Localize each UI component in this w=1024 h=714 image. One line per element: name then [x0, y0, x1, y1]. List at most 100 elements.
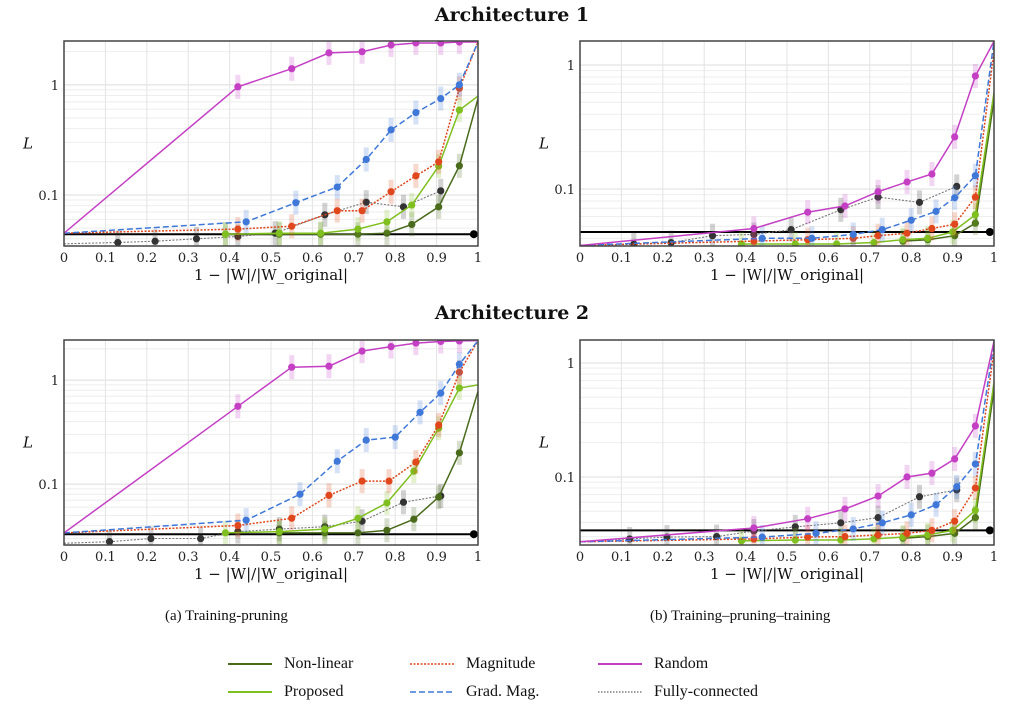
data-point-grad-mag [812, 529, 820, 537]
data-point-fully-connected [399, 498, 408, 506]
data-point-grad-mag [971, 172, 979, 180]
data-point-magnitude [435, 421, 443, 429]
data-point-magnitude [288, 514, 296, 522]
data-point-non-linear [354, 230, 362, 238]
legend-label-fully-connected: Fully-connected [654, 683, 758, 700]
data-point-non-linear [455, 162, 463, 170]
x-axis-label: 1 − |W|/|W_original| [194, 266, 348, 284]
error-bar-random [413, 41, 419, 55]
data-point-random [951, 455, 959, 463]
series-group [64, 41, 478, 246]
legend-label-proposed: Proposed [284, 683, 344, 700]
series-line-magnitude [64, 340, 478, 534]
caption-training-pruning-training: (b) Training–pruning–training [650, 608, 831, 624]
data-point-magnitude [234, 225, 242, 233]
error-bar-fully-connected [107, 529, 113, 545]
plot-arch2-training-pruning: 0 0.1 0.2 0.3 0.4 0.5 0.6 0.7 0.8 0.9 1 0.1 1 1 − |W|… [22, 339, 482, 583]
legend-label-random: Random [654, 655, 709, 672]
data-point-grad-mag [849, 525, 857, 533]
data-point-grad-mag [412, 108, 420, 117]
data-point-magnitude [288, 222, 296, 230]
x-tick-label: 0.1 [611, 251, 632, 266]
data-point-grad-mag [932, 207, 940, 215]
plot-frame [63, 40, 479, 247]
data-point-grad-mag [878, 226, 886, 234]
data-point-non-linear [971, 219, 979, 227]
y-axis-label: L [538, 135, 549, 153]
x-tick-label: 0.1 [611, 550, 632, 565]
baseline-marker [985, 526, 994, 535]
x-tick-label: 0.4 [219, 550, 240, 565]
series-line-non-linear [279, 391, 478, 534]
x-tick-label: 1 [990, 550, 998, 565]
data-point-fully-connected [192, 235, 201, 243]
x-axis-label: 1 − |W|/|W_original| [710, 266, 864, 284]
data-point-grad-mag [951, 194, 959, 202]
legend-swatch-proposed [228, 691, 272, 693]
data-point-proposed [899, 236, 907, 244]
data-point-magnitude [358, 207, 366, 215]
x-tick-label: 0.7 [859, 550, 880, 565]
data-point-non-linear [971, 514, 979, 522]
x-tick-label: 0.5 [261, 251, 282, 266]
x-tick-label: 1 [474, 251, 482, 266]
data-point-magnitude [971, 193, 979, 201]
data-point-magnitude [234, 521, 242, 530]
data-point-grad-mag [878, 519, 886, 527]
data-point-fully-connected [147, 534, 155, 543]
legend-swatch-non-linear [228, 663, 272, 665]
legend-item-magnitude: Magnitude [410, 654, 535, 674]
legend-item-random: Random [598, 654, 708, 674]
data-point-grad-mag [455, 81, 463, 89]
data-point-magnitude [412, 458, 420, 466]
data-point-magnitude [951, 517, 959, 525]
plot-frame [63, 339, 479, 546]
data-point-random [971, 72, 979, 80]
data-point-grad-mag [391, 433, 399, 441]
data-point-fully-connected [630, 240, 638, 246]
data-point-random [750, 524, 758, 532]
y-tick-label: 0.1 [38, 189, 59, 204]
data-point-proposed [275, 527, 283, 536]
data-point-random [412, 340, 420, 347]
error-bar-proposed [871, 230, 877, 246]
series-line-grad-mag [64, 340, 478, 534]
data-point-fully-connected [915, 493, 924, 501]
data-point-magnitude [333, 207, 341, 215]
x-tick-label: 0.2 [136, 251, 157, 266]
data-point-fully-connected [750, 230, 758, 239]
x-tick-label: 1 [474, 550, 482, 565]
data-point-non-linear [410, 515, 418, 523]
data-point-random [841, 505, 849, 513]
x-tick-label: 0.5 [777, 550, 798, 565]
data-point-fully-connected [953, 182, 961, 190]
data-point-grad-mag [808, 234, 816, 242]
error-bar-random [456, 340, 462, 353]
data-point-fully-connected [837, 519, 845, 527]
data-point-random [903, 473, 911, 481]
data-point-proposed [408, 201, 416, 209]
data-point-fully-connected [362, 198, 370, 206]
error-bar-random [388, 41, 394, 57]
plot-arch2-training-pruning-training: 0 0.1 0.2 0.3 0.4 0.5 0.6 0.7 0.8 0.9 1 0.1 1 1 − |W|… [538, 339, 998, 583]
series-line-random [580, 41, 994, 246]
x-tick-label: 0.5 [261, 550, 282, 565]
data-point-random [387, 41, 395, 49]
legend-label-magnitude: Magnitude [466, 655, 536, 672]
x-tick-label: 0.9 [426, 550, 447, 565]
data-point-magnitude [928, 526, 936, 534]
data-point-grad-mag [333, 457, 341, 465]
plot-arch1-training-pruning: 0 0.1 0.2 0.3 0.4 0.5 0.6 0.7 0.8 0.9 1 0.1 1 1 − |W|… [22, 40, 482, 284]
data-point-random [234, 83, 242, 91]
plot-frame [579, 339, 995, 546]
data-point-proposed [383, 499, 391, 507]
data-point-grad-mag [362, 155, 370, 164]
plot-frame [579, 40, 995, 247]
data-point-non-linear [354, 529, 362, 537]
x-tick-label: 0 [60, 251, 68, 266]
series-line-magnitude [580, 349, 994, 543]
data-point-magnitude [874, 531, 882, 539]
data-point-grad-mag [416, 408, 424, 416]
x-tick-label: 0.7 [343, 251, 364, 266]
data-point-proposed [949, 526, 957, 534]
